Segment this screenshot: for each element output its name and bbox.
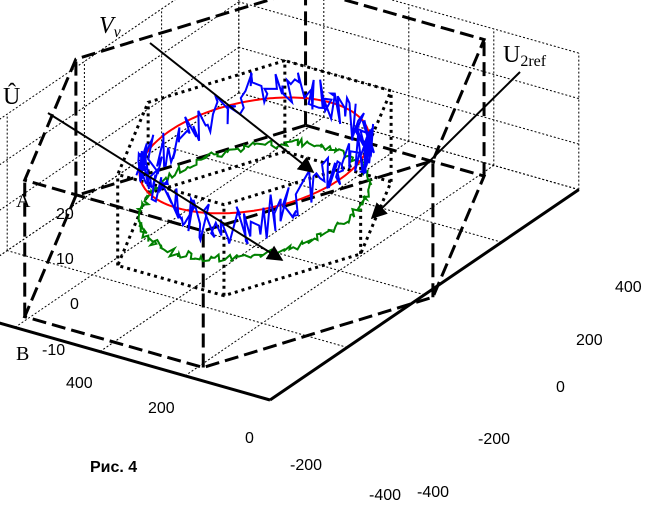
series-blue-line [135, 72, 375, 245]
x-tick-label: 0 [245, 430, 254, 447]
inner-hexagon [115, 59, 394, 207]
series-green-line [135, 136, 373, 263]
x-tick-label: 200 [148, 400, 175, 417]
y-tick-label: 400 [615, 279, 642, 296]
y-axis-line [269, 188, 580, 402]
arrow-u2ref [370, 71, 521, 220]
figure-caption: Рис. 4 [90, 459, 137, 476]
grid-line [238, 46, 579, 145]
x-tick-label: -400 [369, 487, 401, 504]
y-tick-label: -400 [417, 484, 449, 501]
annotation-vv: Vv [99, 13, 122, 41]
arrow-vv [149, 42, 315, 173]
grid-line [390, 0, 579, 54]
annotation-uhat: Û [3, 83, 20, 110]
chart-axes [0, 42, 580, 402]
x-tick-label: 400 [66, 375, 93, 392]
z-tick-label: -10 [42, 342, 65, 359]
grid-line [0, 322, 271, 401]
outer-hexagon [22, 0, 487, 233]
y-tick-label: -200 [478, 431, 510, 448]
y-tick-label: 200 [576, 332, 603, 349]
y-tick-label: 0 [556, 379, 565, 396]
axis-mark-b: B [16, 343, 29, 365]
z-tick-label: 20 [56, 206, 74, 223]
chart-series [22, 0, 487, 370]
arrow-uhat [47, 112, 284, 261]
grid-line [84, 197, 425, 296]
annotation-u2ref: U2ref [503, 42, 547, 70]
grid-line [161, 144, 502, 243]
x-tick-label: -200 [290, 457, 322, 474]
x-axis-line [0, 321, 271, 402]
grid-line [238, 1, 579, 100]
z-tick-label: 0 [70, 296, 79, 313]
axis-mark-a: A [16, 190, 31, 212]
grid-line [238, 92, 579, 191]
z-tick-label: 10 [56, 251, 74, 268]
